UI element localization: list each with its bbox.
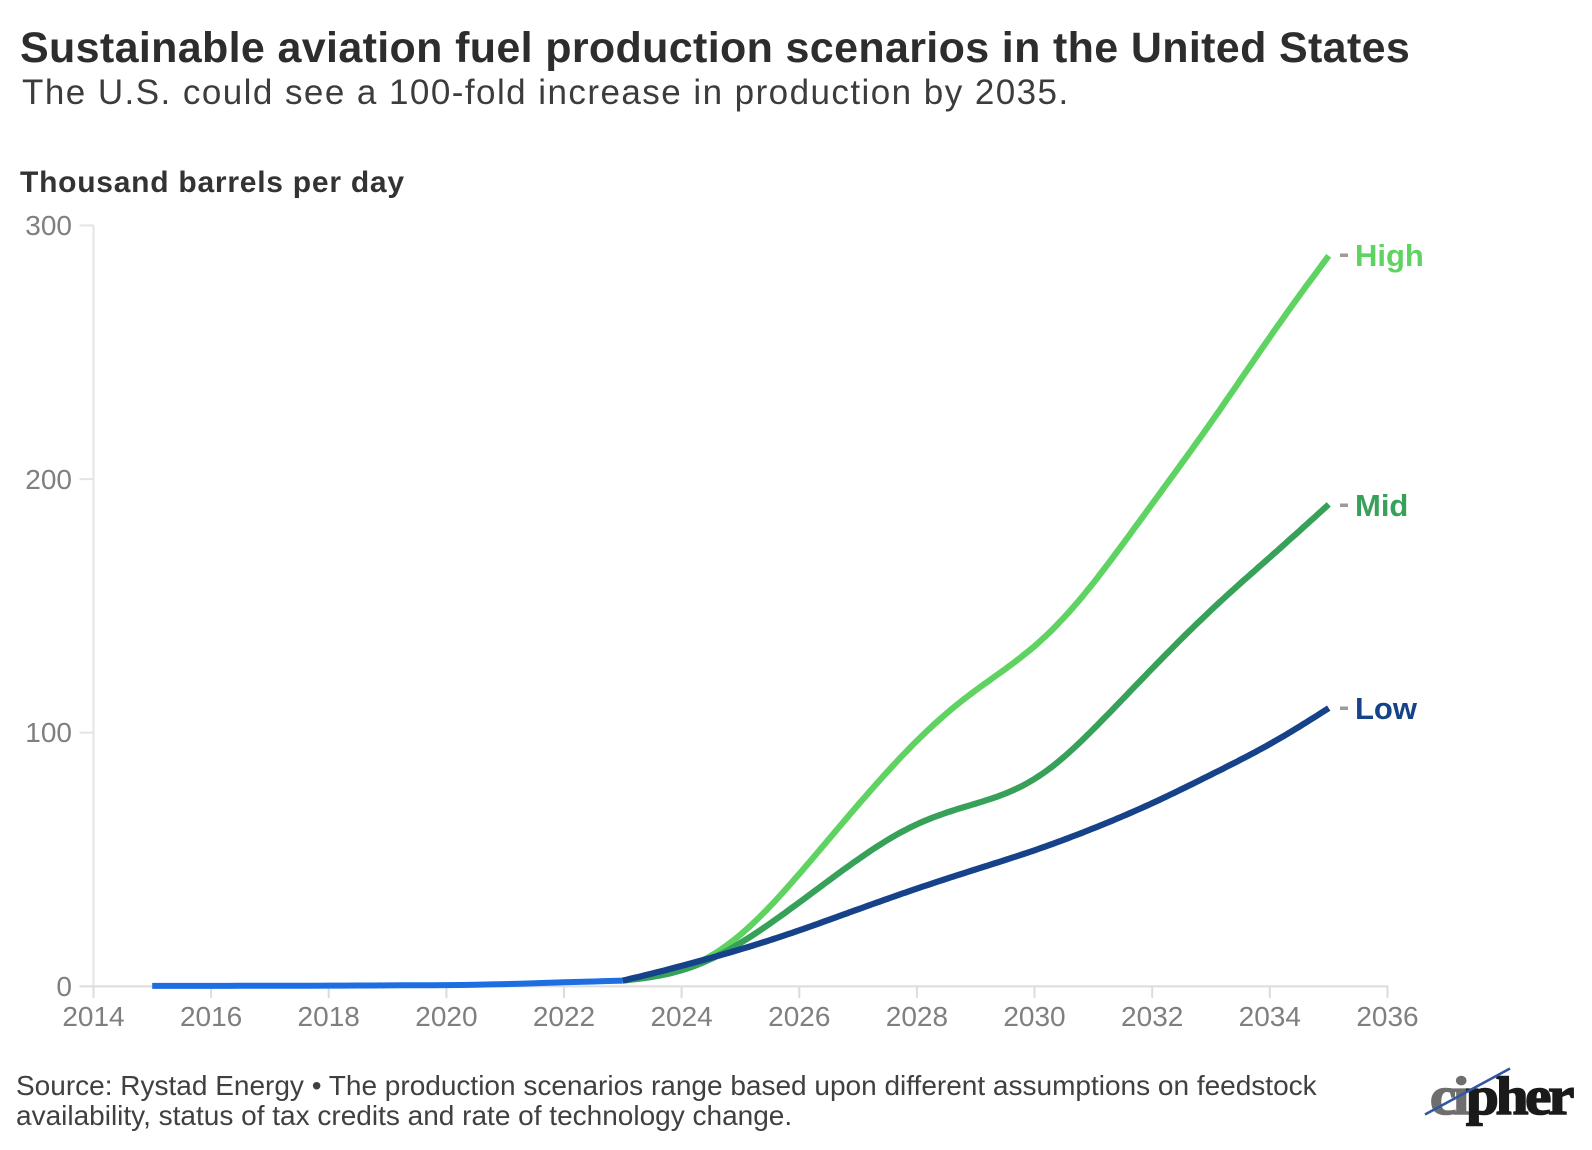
svg-text:Thousand barrels per day: Thousand barrels per day (20, 166, 405, 199)
svg-text:200: 200 (25, 464, 72, 495)
svg-text:2020: 2020 (415, 1001, 477, 1032)
svg-text:Low: Low (1355, 691, 1418, 726)
svg-text:2018: 2018 (298, 1001, 360, 1032)
svg-text:cipher: cipher (1430, 1066, 1573, 1126)
svg-text:2014: 2014 (62, 1001, 124, 1032)
svg-text:2028: 2028 (886, 1001, 948, 1032)
svg-text:300: 300 (25, 210, 72, 241)
svg-text:0: 0 (56, 971, 72, 1002)
svg-text:2016: 2016 (180, 1001, 242, 1032)
svg-text:100: 100 (25, 717, 72, 748)
svg-text:Mid: Mid (1355, 488, 1408, 523)
svg-text:Sustainable aviation fuel prod: Sustainable aviation fuel production sce… (20, 24, 1410, 72)
svg-text:2022: 2022 (533, 1001, 595, 1032)
svg-text:2032: 2032 (1121, 1001, 1183, 1032)
svg-text:2034: 2034 (1239, 1001, 1301, 1032)
svg-text:2036: 2036 (1356, 1001, 1418, 1032)
svg-text:The U.S. could see a 100-fold: The U.S. could see a 100-fold increase i… (22, 73, 1070, 112)
svg-text:2024: 2024 (650, 1001, 712, 1032)
svg-text:2026: 2026 (768, 1001, 830, 1032)
svg-text:2030: 2030 (1003, 1001, 1065, 1032)
svg-text:High: High (1355, 238, 1424, 273)
svg-text:Source: Rystad Energy • The pr: Source: Rystad Energy • The production s… (16, 1070, 1318, 1101)
svg-text:availability, status of tax cr: availability, status of tax credits and … (16, 1100, 792, 1131)
